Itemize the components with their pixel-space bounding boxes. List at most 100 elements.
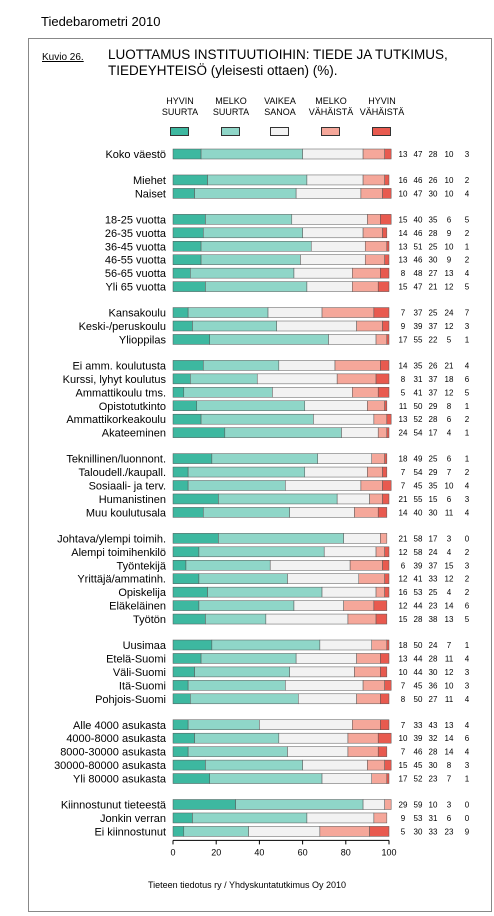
bar-segment-8000-30000-asukasta-s3	[347, 746, 379, 757]
value-label-yli-65-vuotta-s2: 21	[429, 283, 438, 292]
value-label-keski-peruskoulu-s4: 3	[465, 322, 470, 331]
value-label-yrittaja-ammatinh-s2: 33	[429, 575, 438, 584]
bar-segment-etela-suomi-s0	[172, 653, 202, 664]
bar-segment-30000-80000-asukasta-s3	[367, 759, 385, 771]
bar-segment-36-45-vuotta-s2	[310, 241, 366, 252]
row-label-46-55-vuotta: 46-55 vuotta	[105, 255, 167, 267]
value-label-johtava-ylempi-toimih-s3: 3	[447, 534, 452, 543]
bar-segment-ei-kiinnostunut-s1	[183, 826, 249, 837]
value-label-4000-8000-asukasta-s4: 6	[465, 734, 470, 743]
bar-segment-teknillinen-luonnont-s2	[317, 453, 372, 464]
bar-segment-jonkin-verran-s3	[373, 812, 388, 824]
bar-segment-keski-peruskoulu-s3	[356, 320, 383, 332]
bar-segment-26-35-vuotta-s2	[302, 227, 364, 239]
bar-segment-ylioppilas-s4	[386, 334, 390, 345]
bar-segment-4000-8000-asukasta-s2	[278, 732, 349, 744]
bar-segment-ita-suomi-s3	[362, 680, 385, 691]
bar-segment-yli-65-vuotta-s1	[205, 281, 308, 292]
bar-segment-ylioppilas-s2	[328, 334, 377, 345]
bar-segment-teknillinen-luonnont-s0	[172, 453, 213, 464]
bar-segment-tyontekija-s4	[382, 560, 390, 571]
bar-segment-ammattikoulu-tms-s3	[352, 387, 379, 398]
value-label-4000-8000-asukasta-s2: 32	[429, 734, 438, 743]
value-label-ei-kiinnostunut-s4: 9	[465, 827, 470, 836]
value-label-uusimaa-s4: 1	[465, 641, 470, 650]
value-label-opiskelija-s2: 25	[429, 588, 438, 597]
row-label-tyoton: Työtön	[133, 614, 166, 626]
value-label-naiset-s2: 30	[429, 189, 438, 198]
x-tick-label-0: 0	[170, 847, 175, 857]
bar-segment-sosiaali-ja-terv-s3	[360, 480, 383, 491]
bar-segment-vali-suomi-s1	[194, 666, 290, 678]
value-label-kurssi-lyhyt-koulutus-s4: 6	[465, 375, 470, 384]
value-label-elakelainen-s1: 44	[414, 602, 423, 611]
value-label-vali-suomi-s2: 30	[429, 668, 438, 677]
bar-segment-tyoton-s4	[375, 613, 388, 625]
row-label-8000-30000-asukasta: 8000-30000 asukasta	[60, 747, 167, 759]
row-label-opiskelija: Opiskelija	[118, 587, 167, 599]
value-label-kurssi-lyhyt-koulutus-s2: 37	[429, 375, 438, 384]
value-label-jonkin-verran-s3: 6	[447, 814, 452, 823]
bar-segment-muu-koulutusala-s4	[377, 507, 388, 518]
bar-segment-taloudell-kaupall-s2	[304, 466, 368, 478]
bar-segment-taloudell-kaupall-s1	[187, 466, 306, 478]
bar-segment-vali-suomi-s4	[380, 666, 388, 678]
value-label-46-55-vuotta-s1: 46	[414, 256, 423, 265]
value-label-opiskelija-s1: 53	[414, 588, 423, 597]
source-footer: Tieteen tiedotus ry / Yhdyskuntatutkimus…	[147, 880, 347, 890]
bar-segment-yli-80000-asukasta-s2	[321, 773, 372, 784]
bar-segment-kurssi-lyhyt-koulutus-s0	[172, 373, 191, 385]
bar-segment-ylioppilas-s3	[375, 334, 388, 345]
value-label-jonkin-verran-s4: 0	[465, 814, 470, 823]
value-label-muu-koulutusala-s2: 30	[429, 508, 438, 517]
value-label-sosiaali-ja-terv-s3: 10	[445, 482, 454, 491]
value-label-miehet-s0: 16	[399, 176, 408, 185]
bar-segment-30000-80000-asukasta-s0	[172, 759, 206, 771]
value-label-uusimaa-s1: 50	[414, 641, 423, 650]
bar-segment-vali-suomi-s2	[289, 666, 355, 678]
value-label-kurssi-lyhyt-koulutus-s0: 8	[401, 375, 406, 384]
bar-segment-46-55-vuotta-s0	[172, 254, 202, 265]
value-label-sosiaali-ja-terv-s0: 7	[401, 482, 406, 491]
value-label-ei-amm-koulutusta-s0: 14	[399, 361, 408, 370]
row-label-36-45-vuotta: 36-45 vuotta	[105, 241, 167, 253]
bar-segment-muu-koulutusala-s0	[172, 507, 204, 518]
bar-segment-jonkin-verran-s2	[306, 812, 375, 824]
value-label-koko-vaesto-s1: 47	[414, 150, 423, 159]
bar-segment-tyontekija-s1	[185, 560, 271, 571]
value-label-kansakoulu-s3: 24	[445, 309, 454, 318]
bar-segment-naiset-s4	[382, 188, 392, 199]
bar-segment-kansakoulu-s1	[187, 307, 269, 318]
value-label-keski-peruskoulu-s1: 39	[414, 322, 423, 331]
value-label-teknillinen-luonnont-s1: 49	[414, 455, 423, 464]
value-label-uusimaa-s2: 24	[429, 641, 438, 650]
value-label-etela-suomi-s2: 28	[429, 654, 438, 663]
value-label-ei-amm-koulutusta-s3: 21	[445, 361, 454, 370]
bar-segment-ei-amm-koulutusta-s3	[334, 360, 381, 371]
legend-swatch-hyvin-vahaista	[372, 127, 391, 136]
value-label-koko-vaesto-s0: 13	[399, 150, 408, 159]
bar-segment-humanistinen-s0	[172, 493, 219, 505]
bar-segment-keski-peruskoulu-s4	[382, 320, 390, 332]
row-label-taloudell-kaupall: Taloudell./kaupall.	[79, 467, 166, 479]
value-label-yli-65-vuotta-s4: 5	[465, 283, 470, 292]
value-label-26-35-vuotta-s1: 46	[414, 229, 423, 238]
bar-segment-4000-8000-asukasta-s0	[172, 732, 195, 744]
value-label-pohjois-suomi-s0: 8	[401, 695, 406, 704]
row-label-sosiaali-ja-terv: Sosiaali- ja terv.	[89, 481, 166, 493]
value-label-humanistinen-s3: 6	[447, 495, 452, 504]
row-label-56-65-vuotta: 56-65 vuotta	[105, 268, 167, 280]
value-label-36-45-vuotta-s4: 1	[465, 242, 470, 251]
bar-segment-36-45-vuotta-s4	[386, 241, 390, 252]
bar-segment-keski-peruskoulu-s2	[276, 320, 357, 332]
value-label-etela-suomi-s3: 11	[445, 654, 454, 663]
row-label-4000-8000-asukasta: 4000-8000 asukasta	[66, 733, 167, 745]
bar-segment-humanistinen-s4	[382, 493, 390, 505]
value-label-tyoton-s1: 28	[414, 615, 423, 624]
value-label-miehet-s3: 10	[445, 176, 454, 185]
bar-segment-ei-kiinnostunut-s0	[172, 826, 185, 837]
bar-segment-30000-80000-asukasta-s1	[205, 759, 303, 771]
bar-segment-46-55-vuotta-s3	[364, 254, 385, 265]
bar-segment-humanistinen-s3	[369, 493, 383, 505]
bar-segment-ammattikorkeakoulu-s1	[200, 413, 314, 425]
